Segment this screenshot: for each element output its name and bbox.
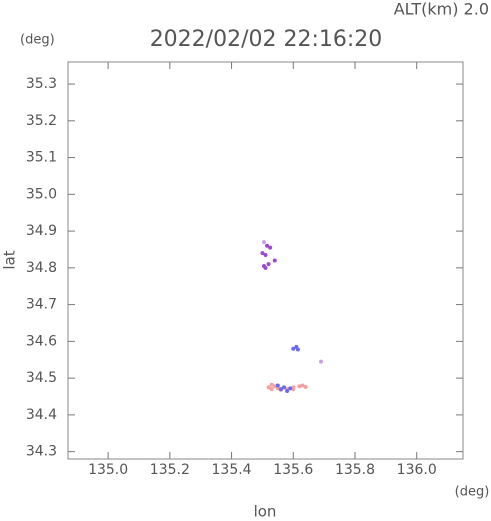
echo-point: [272, 258, 277, 263]
y-tick-label: 35.2: [26, 113, 57, 129]
x-tick-label: 136.0: [397, 462, 437, 478]
echo-point: [300, 383, 305, 388]
echo-point: [265, 243, 270, 248]
echo-point: [297, 384, 302, 389]
echo-point: [261, 240, 266, 245]
echo-point: [288, 386, 293, 391]
echo-point: [272, 384, 277, 389]
echo-point: [319, 359, 324, 364]
x-tick-label: 135.0: [88, 462, 128, 478]
y-tick-label: 34.8: [26, 260, 57, 276]
x-axis-label: lon: [254, 503, 277, 521]
echo-point: [291, 387, 296, 392]
y-tick-label: 34.5: [26, 370, 57, 386]
x-tick-label: 135.4: [212, 462, 252, 478]
echo-point: [266, 385, 271, 390]
echo-point: [260, 251, 265, 256]
y-unit: (deg): [20, 33, 55, 48]
y-tick-label: 35.0: [26, 186, 57, 202]
y-tick-label: 35.1: [26, 150, 57, 166]
x-tick-label: 135.2: [150, 462, 190, 478]
y-tick-label: 35.3: [26, 76, 57, 92]
x-tick-label: 135.8: [335, 462, 375, 478]
y-tick-label: 34.6: [26, 333, 57, 349]
echo-point: [263, 265, 268, 270]
y-tick-label: 34.3: [26, 444, 57, 460]
plot-frame: [67, 61, 464, 460]
y-tick-label: 34.9: [26, 223, 57, 239]
echo-point: [275, 383, 280, 388]
y-axis-label: lat: [1, 250, 19, 269]
echo-point: [266, 262, 271, 267]
echo-point: [269, 387, 274, 392]
echo-point: [295, 347, 300, 352]
y-tick-label: 34.4: [26, 407, 57, 423]
x-unit: (deg): [455, 485, 490, 500]
echo-point: [269, 382, 274, 387]
x-tick-label: 135.6: [273, 462, 313, 478]
echo-point: [275, 386, 280, 391]
y-tick-label: 34.7: [26, 297, 57, 313]
echo-point: [291, 346, 296, 351]
echo-point: [303, 384, 308, 389]
echo-point: [282, 385, 287, 390]
echo-point: [278, 387, 283, 392]
altitude-label: ALT(km) 2.0: [394, 0, 489, 19]
echo-point: [268, 245, 273, 250]
echo-point: [285, 388, 290, 393]
chart-title: 2022/02/02 22:16:20: [150, 27, 383, 52]
echo-point: [263, 252, 268, 257]
